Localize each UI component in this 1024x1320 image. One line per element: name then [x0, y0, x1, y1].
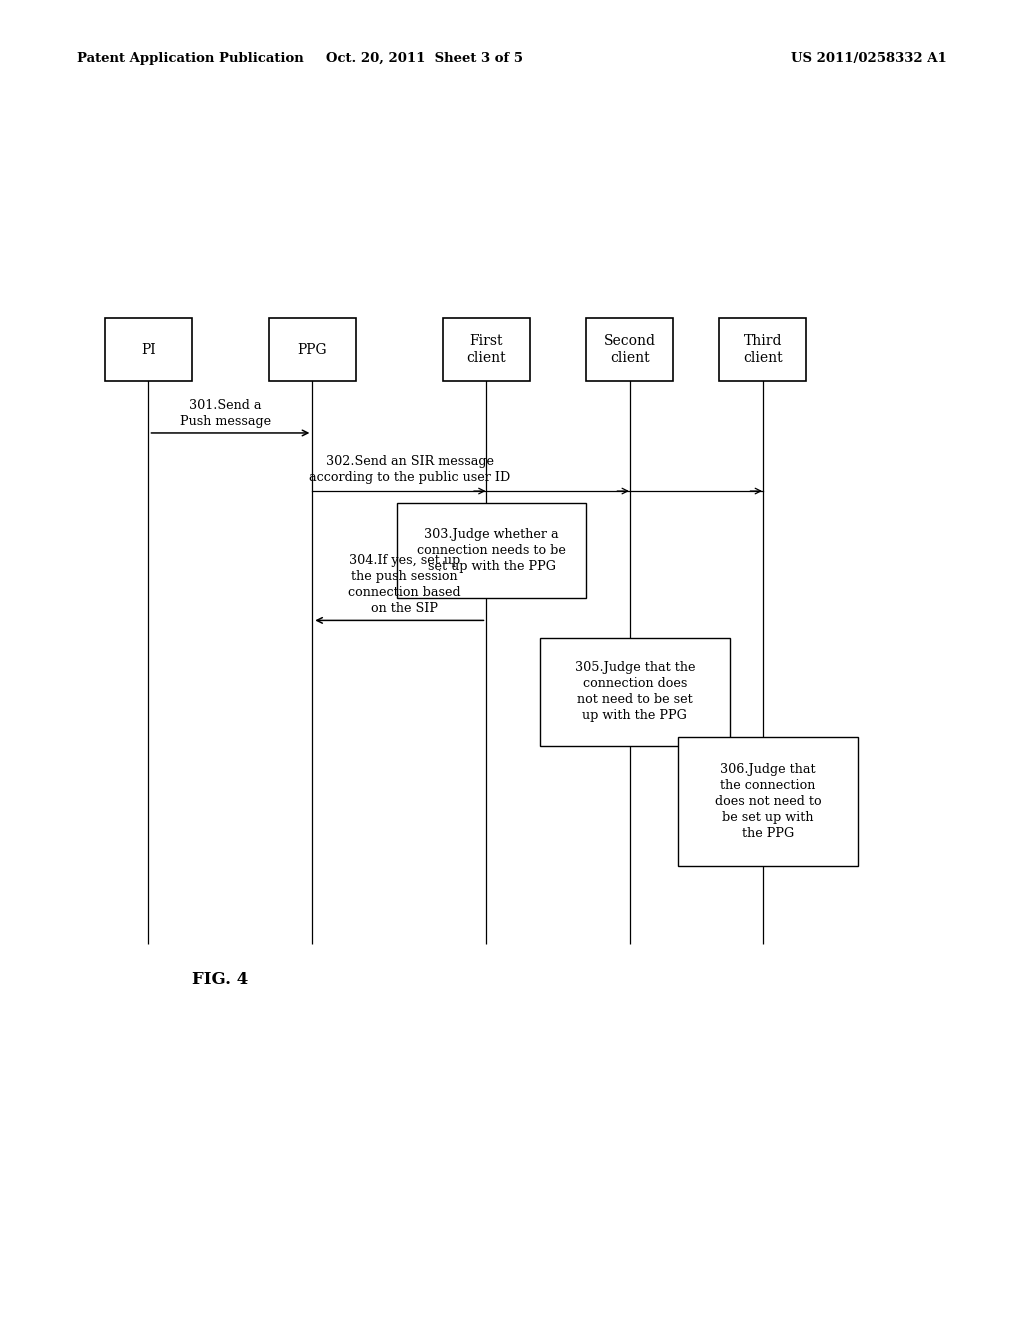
Text: 304.If yes, set up
the push session
connection based
on the SIP: 304.If yes, set up the push session conn… — [348, 554, 461, 615]
Bar — [586, 318, 674, 381]
Bar — [104, 318, 193, 381]
Bar — [541, 638, 729, 746]
Bar — [396, 503, 586, 598]
Text: Oct. 20, 2011  Sheet 3 of 5: Oct. 20, 2011 Sheet 3 of 5 — [327, 51, 523, 65]
Bar — [719, 318, 807, 381]
Text: US 2011/0258332 A1: US 2011/0258332 A1 — [792, 51, 947, 65]
Text: PPG: PPG — [298, 343, 327, 356]
Text: 301.Send a
Push message: 301.Send a Push message — [180, 399, 270, 428]
Text: PI: PI — [141, 343, 156, 356]
Text: 305.Judge that the
connection does
not need to be set
up with the PPG: 305.Judge that the connection does not n… — [574, 661, 695, 722]
Text: Patent Application Publication: Patent Application Publication — [77, 51, 303, 65]
Text: Third
client: Third client — [743, 334, 782, 366]
Text: FIG. 4: FIG. 4 — [193, 972, 248, 987]
Bar — [442, 318, 530, 381]
Text: Second
client: Second client — [604, 334, 655, 366]
Text: 302.Send an SIR message
according to the public user ID: 302.Send an SIR message according to the… — [309, 455, 510, 484]
Bar — [268, 318, 356, 381]
Text: First
client: First client — [467, 334, 506, 366]
Text: 303.Judge whether a
connection needs to be
set up with the PPG: 303.Judge whether a connection needs to … — [417, 528, 566, 573]
Bar — [678, 737, 857, 866]
Text: 306.Judge that
the connection
does not need to
be set up with
the PPG: 306.Judge that the connection does not n… — [715, 763, 821, 840]
